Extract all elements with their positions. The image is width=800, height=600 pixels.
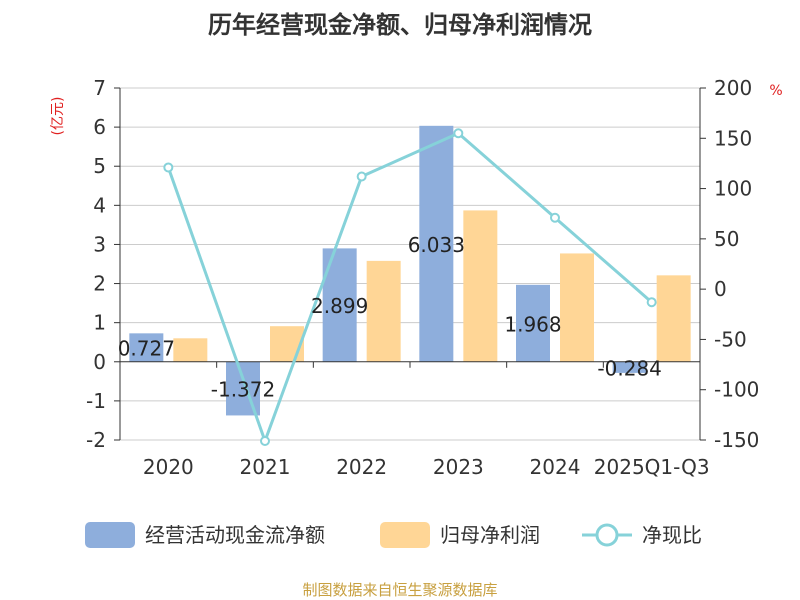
profit-bar <box>656 275 691 362</box>
right-tick-label: -100 <box>714 378 759 402</box>
left-tick-label: 3 <box>93 232 106 256</box>
left-tick-label: 2 <box>93 272 106 296</box>
right-tick-label: -150 <box>714 428 759 452</box>
legend-swatch-profit <box>380 522 430 548</box>
left-tick-label: -2 <box>86 428 106 452</box>
profit-bar <box>463 210 498 362</box>
axes <box>114 87 706 441</box>
left-tick-label: 7 <box>93 76 106 100</box>
cashflow-value-label: 6.033 <box>408 233 465 257</box>
legend-item-cashflow[interactable]: 经营活动现金流净额 <box>85 522 325 548</box>
left-tick-label: 4 <box>93 193 106 217</box>
legend-label-cashflow: 经营活动现金流净额 <box>145 523 325 547</box>
cashflow-value-label: -0.284 <box>597 356 661 380</box>
left-axis-unit: (亿元) <box>50 97 66 136</box>
ratio-line-layer <box>163 128 657 447</box>
right-tick-label: 0 <box>714 277 727 301</box>
chart-title: 历年经营现金净额、归母净利润情况 <box>208 11 592 39</box>
tick-labels: 7 6 5 4 3 2 1 0 -1 -2 200 150 100 50 0 -50 -100 -150 2020 2… <box>86 76 759 479</box>
cashflow-value-label: 1.968 <box>504 312 561 336</box>
cashflow-bar <box>419 125 454 362</box>
ratio-point <box>260 436 270 447</box>
right-tick-label: -50 <box>714 327 747 351</box>
right-tick-label: 200 <box>714 76 752 100</box>
legend[interactable]: 经营活动现金流净额 归母净利润 净现比 <box>85 522 702 548</box>
profit-bar <box>366 260 401 362</box>
right-axis-unit: % <box>769 83 782 99</box>
category-label: 2023 <box>433 455 484 479</box>
ratio-line <box>166 131 653 446</box>
category-label: 2022 <box>336 455 387 479</box>
right-tick-label: 100 <box>714 177 752 201</box>
profit-bar <box>173 338 208 362</box>
cashflow-bar <box>129 333 164 362</box>
right-tick-label: 50 <box>714 227 739 251</box>
data-labels: 0.727 -1.372 2.899 6.033 1.968 -0.284 <box>118 233 662 402</box>
ratio-point <box>646 297 657 308</box>
legend-label-ratio: 净现比 <box>642 523 702 547</box>
left-tick-label: -1 <box>86 389 106 413</box>
category-label: 2024 <box>530 455 581 479</box>
cashflow-bar <box>516 284 550 362</box>
cashflow-value-label: 0.727 <box>118 337 175 361</box>
profit-bar <box>270 326 304 362</box>
legend-label-profit: 归母净利润 <box>440 523 540 547</box>
legend-swatch-cashflow <box>85 522 135 548</box>
ratio-point <box>550 212 560 223</box>
legend-item-profit[interactable]: 归母净利润 <box>380 522 540 548</box>
source-note: 制图数据来自恒生聚源数据库 <box>302 581 497 599</box>
left-tick-label: 0 <box>93 350 106 374</box>
cashflow-bar <box>612 361 647 373</box>
legend-item-ratio[interactable]: 净现比 <box>582 523 702 547</box>
cashflow-value-label: -1.372 <box>211 378 275 402</box>
left-tick-label: 6 <box>93 115 106 139</box>
ratio-point <box>356 171 367 182</box>
cashflow-value-label: 2.899 <box>311 294 368 318</box>
ratio-point <box>453 128 464 139</box>
ratio-point <box>163 162 174 173</box>
category-label: 2025Q1-Q3 <box>594 455 710 479</box>
profit-bar <box>560 253 594 362</box>
left-tick-label: 5 <box>93 154 106 178</box>
legend-marker-ratio <box>595 523 619 547</box>
bar-layer <box>129 125 691 416</box>
category-label: 2020 <box>143 455 194 479</box>
left-tick-label: 1 <box>93 311 106 335</box>
right-tick-label: 150 <box>714 126 752 150</box>
grid-lines <box>120 87 700 441</box>
category-label: 2021 <box>240 455 291 479</box>
